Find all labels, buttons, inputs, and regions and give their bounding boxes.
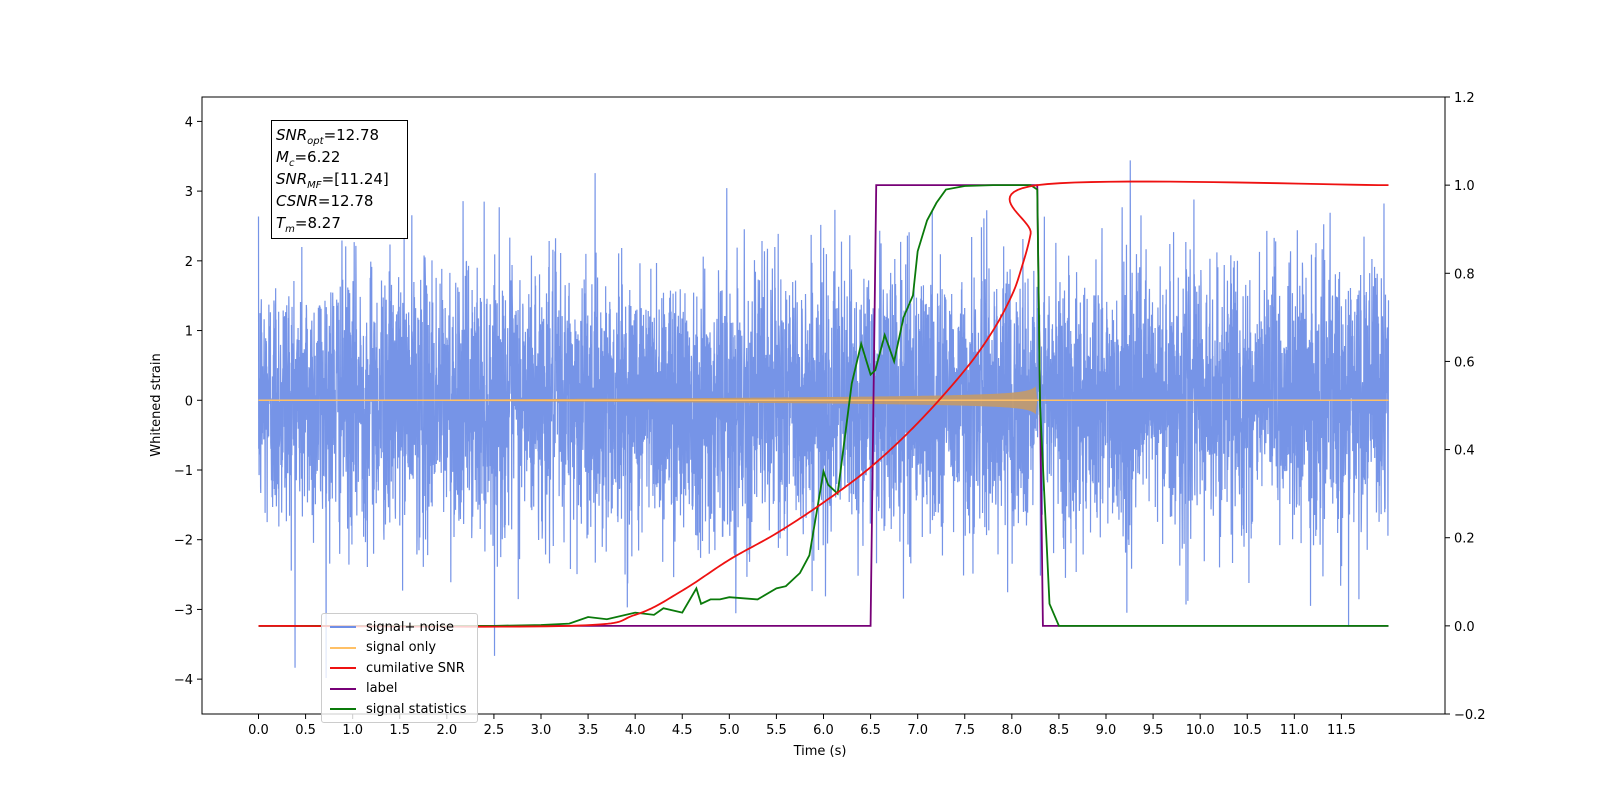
- y2-tick-label: 1.2: [1454, 91, 1475, 106]
- x-tick-label: 0.0: [248, 723, 269, 738]
- legend-label: signal+ noise: [366, 619, 455, 635]
- legend-entry: signal+ noise: [330, 617, 477, 638]
- x-axis: 0.0 0.5 1.0 1.5 2.0 2.5 3.0 3.5 4.0 4.5 5.0 5.5 6.0 6…: [248, 714, 1356, 738]
- legend-entry: label: [330, 679, 477, 700]
- annotation-value: =[11.24]: [321, 170, 389, 188]
- x-tick-label: 10.0: [1186, 723, 1215, 738]
- annotation-symbol: T: [276, 214, 286, 232]
- legend-entry: signal only: [330, 638, 477, 659]
- y-tick-label: −1: [174, 464, 193, 479]
- legend-swatch: [330, 626, 356, 629]
- legend-swatch: [330, 687, 356, 690]
- x-tick-label: 5.5: [766, 723, 787, 738]
- annotation-subscript: c: [288, 158, 295, 169]
- legend-entry: signal statistics: [330, 699, 477, 720]
- y2-tick-label: 0.6: [1454, 355, 1475, 370]
- x-tick-label: 5.0: [719, 723, 740, 738]
- legend-swatch: [330, 646, 356, 649]
- annotation-value: =12.78: [323, 126, 380, 144]
- x-tick-label: 11.0: [1280, 723, 1309, 738]
- y-tick-label: 0: [185, 394, 193, 409]
- legend-label: signal only: [366, 640, 437, 656]
- x-tick-label: 4.0: [625, 723, 646, 738]
- y-axis-left: 4 3 2 1 0 −1 −2 −3 −4: [174, 115, 202, 688]
- y2-tick-label: 1.0: [1454, 179, 1475, 194]
- legend: signal+ noise signal only cumilative SNR la…: [321, 613, 478, 723]
- annotation-symbol: M: [276, 148, 289, 166]
- series-cumilative-snr: [258, 180, 1389, 628]
- y-tick-label: −4: [174, 673, 193, 688]
- legend-entry: cumilative SNR: [330, 658, 477, 679]
- annotation-symbol: CSNR: [276, 192, 318, 210]
- y-tick-label: 1: [185, 325, 193, 340]
- annotation-line: SNRopt=12.78: [276, 124, 403, 147]
- legend-swatch: [330, 708, 356, 711]
- series-signal-statistics: [258, 184, 1389, 627]
- annotation-value: =6.22: [294, 148, 341, 166]
- annotation-line: Tm=8.27: [276, 212, 403, 235]
- y-tick-label: −3: [174, 603, 193, 618]
- x-tick-label: 3.0: [531, 723, 552, 738]
- y2-tick-label: −0.2: [1454, 708, 1486, 723]
- x-tick-label: 6.0: [813, 723, 834, 738]
- x-axis-label: Time (s): [793, 744, 847, 759]
- x-tick-label: 7.5: [954, 723, 975, 738]
- x-tick-label: 6.5: [860, 723, 881, 738]
- annotation-line: CSNR=12.78: [276, 190, 403, 212]
- x-tick-label: 8.0: [1001, 723, 1022, 738]
- y2-tick-label: 0.8: [1454, 267, 1475, 282]
- annotation-value: =12.78: [317, 192, 374, 210]
- y-tick-label: 2: [185, 255, 193, 270]
- x-tick-label: 1.0: [342, 723, 363, 738]
- legend-label: cumilative SNR: [366, 660, 465, 676]
- x-tick-label: 9.5: [1143, 723, 1164, 738]
- legend-label: signal statistics: [366, 701, 467, 717]
- legend-label: label: [366, 681, 398, 697]
- x-tick-label: 4.5: [672, 723, 693, 738]
- x-tick-label: 0.5: [295, 723, 316, 738]
- x-tick-label: 11.5: [1327, 723, 1356, 738]
- annotation-symbol: SNR: [276, 170, 308, 188]
- y2-tick-label: 0.4: [1454, 444, 1475, 459]
- x-tick-label: 3.5: [578, 723, 599, 738]
- x-tick-label: 10.5: [1233, 723, 1262, 738]
- x-tick-label: 1.5: [389, 723, 410, 738]
- y2-tick-label: 0.2: [1454, 532, 1475, 547]
- x-tick-label: 7.0: [907, 723, 928, 738]
- annotation-line: SNRMF=[11.24]: [276, 168, 403, 191]
- annotation-subscript: opt: [307, 136, 324, 147]
- x-tick-label: 2.5: [484, 723, 505, 738]
- x-tick-label: 2.0: [436, 723, 457, 738]
- x-tick-label: 9.0: [1096, 723, 1117, 738]
- y-tick-label: 4: [185, 115, 193, 130]
- y-tick-label: 3: [185, 185, 193, 200]
- annotation-subscript: m: [285, 224, 295, 235]
- y2-tick-label: 0.0: [1454, 620, 1475, 635]
- x-tick-label: 8.5: [1049, 723, 1070, 738]
- y-tick-label: −2: [174, 534, 193, 549]
- annotation-symbol: SNR: [276, 126, 308, 144]
- series-layer: [257, 160, 1390, 679]
- annotation-value: =8.27: [294, 214, 341, 232]
- y-axis-label: Whitened strain: [149, 353, 164, 456]
- annotation-line: Mc=6.22: [276, 146, 403, 169]
- annotation-subscript: MF: [307, 180, 322, 191]
- y-axis-right: 1.2 1.0 0.8 0.6 0.4 0.2 0.0 −0.2: [1445, 91, 1486, 723]
- annotation-box: SNRopt=12.78 Mc=6.22 SNRMF=[11.24] CSNR=12.…: [271, 120, 408, 239]
- series-signal-plus-noise: [257, 160, 1390, 679]
- legend-swatch: [330, 667, 356, 670]
